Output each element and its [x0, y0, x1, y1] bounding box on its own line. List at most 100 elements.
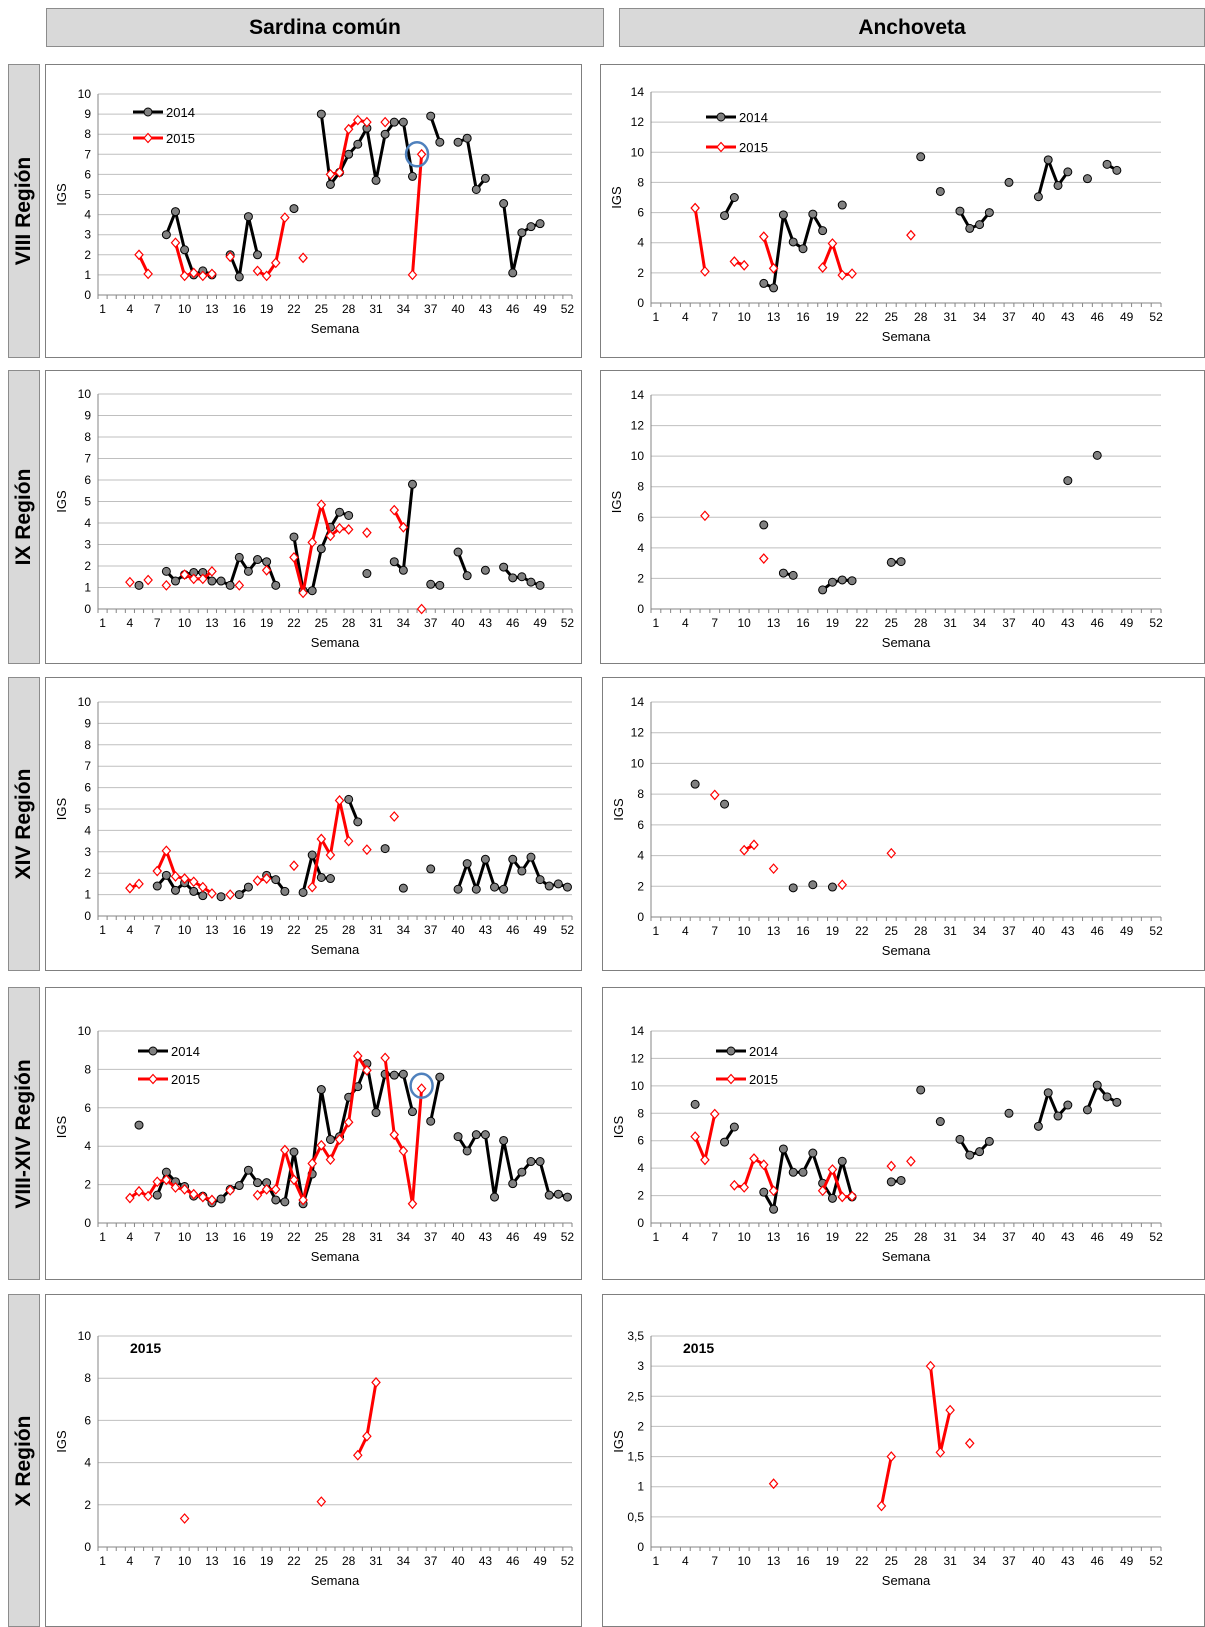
row-label-ix: IX Región: [8, 370, 40, 664]
x-tick-label: 4: [127, 923, 134, 937]
x-tick-label: 52: [561, 923, 575, 937]
x-tick-label: 43: [479, 302, 493, 316]
series-2014-point: [453, 1132, 463, 1142]
series-2015-point: [886, 1451, 897, 1462]
y-tick-label: 4: [84, 208, 91, 222]
series-2015-point: [188, 876, 199, 888]
series-2015-point: [289, 860, 299, 872]
series-2014-point: [788, 237, 798, 247]
y-tick-label: 0,5: [627, 1510, 644, 1524]
series-2015-point: [325, 849, 336, 861]
series-2015-point: [143, 268, 153, 280]
x-tick-label: 31: [369, 616, 383, 630]
series-2014-point: [480, 173, 490, 183]
y-tick-label: 1: [637, 1480, 644, 1494]
x-tick-label: 10: [737, 1230, 751, 1244]
y-axis-title: IGS: [54, 183, 69, 206]
y-tick-label: 12: [631, 726, 645, 740]
x-tick-label: 4: [682, 616, 689, 630]
series-2014-point: [535, 1157, 545, 1167]
series-2014-point: [886, 1177, 896, 1187]
series-2014-point: [462, 1146, 472, 1156]
series-2014-point: [453, 137, 463, 147]
legend-marker-2015: [143, 132, 153, 144]
x-tick-label: 10: [178, 923, 192, 937]
legend-marker-2014: [716, 112, 726, 122]
y-tick-label: 8: [637, 787, 644, 801]
series-2015-point: [362, 116, 372, 128]
x-tick-label: 25: [315, 923, 329, 937]
column-header-anchoveta: Anchoveta: [619, 8, 1205, 47]
series-2015-point: [143, 1190, 153, 1202]
series-2014-point: [335, 507, 345, 517]
x-tick-label: 1: [653, 1554, 660, 1568]
y-tick-label: 5: [84, 495, 91, 509]
series-2014-point: [886, 557, 896, 567]
series-2014-point: [243, 566, 253, 576]
series-2015-point: [352, 114, 363, 126]
column-header-sardina-label: Sardina común: [249, 15, 401, 39]
x-tick-label: 7: [154, 616, 161, 630]
y-tick-label: 8: [84, 127, 91, 141]
x-tick-label: 28: [342, 302, 356, 316]
x-tick-label: 16: [796, 1554, 810, 1568]
x-tick-label: 34: [973, 1554, 987, 1568]
x-tick-label: 22: [855, 310, 869, 324]
x-tick-label: 31: [943, 1554, 957, 1568]
legend-marker-2014: [143, 107, 153, 117]
series-2014-point: [535, 875, 545, 885]
series-2014-point: [243, 212, 253, 222]
x-tick-label: 40: [451, 616, 465, 630]
series-2015-point: [758, 1159, 769, 1171]
series-2015-point: [739, 1181, 749, 1193]
y-tick-label: 2: [84, 866, 91, 880]
series-2014-point: [462, 133, 472, 143]
series-2015-point: [270, 1183, 281, 1195]
x-tick-label: 31: [369, 923, 383, 937]
y-tick-label: 6: [84, 473, 91, 487]
x-tick-label: 19: [260, 1230, 274, 1244]
y-tick-label: 6: [84, 1413, 91, 1427]
series-2014-point: [517, 228, 527, 238]
series-2015-point: [207, 1194, 217, 1206]
x-tick-label: 43: [1061, 1554, 1075, 1568]
series-2014-point: [788, 1167, 798, 1177]
series-2015-point: [134, 1185, 144, 1197]
series-2014-point: [325, 874, 335, 884]
x-tick-label: 1: [653, 310, 660, 324]
x-tick-label: 10: [737, 924, 751, 938]
chart-svg: 0 0,5 1 1,5 2 2,5 3 3,5 1 4 7 10 13 16 19 22 25 28 31 34 37 4…: [611, 1329, 1163, 1588]
y-tick-label: 1: [84, 268, 91, 282]
x-tick-label: 46: [506, 923, 520, 937]
series-2014-point: [562, 882, 572, 892]
series-2014-point: [1053, 180, 1063, 190]
x-tick-label: 25: [885, 1230, 899, 1244]
x-tick-label: 10: [178, 1554, 192, 1568]
series-2014-point: [508, 573, 518, 583]
x-tick-label: 34: [397, 302, 411, 316]
x-tick-label: 46: [1091, 1554, 1105, 1568]
x-tick-label: 43: [1061, 616, 1075, 630]
x-tick-label: 7: [154, 1230, 161, 1244]
series-2014-point: [827, 1193, 837, 1203]
chart-annotation: 2015: [683, 1340, 714, 1356]
x-tick-label: 19: [260, 302, 274, 316]
series-2014-line: [821, 578, 853, 592]
series-2014-point: [170, 576, 180, 586]
series-2014-line: [457, 136, 487, 191]
series-2014-point: [234, 272, 244, 282]
series-2014-point: [778, 1144, 788, 1154]
series-2015-point: [261, 270, 272, 282]
x-tick-label: 13: [767, 1554, 781, 1568]
series-2014-point: [526, 577, 536, 587]
series-2014-point: [729, 193, 739, 202]
x-tick-label: 46: [1091, 616, 1105, 630]
series-2014-point: [788, 883, 798, 893]
row-label-xiv-text: XIV Región: [12, 768, 35, 880]
series-2015-point: [334, 1134, 345, 1145]
y-tick-label: 4: [84, 516, 91, 530]
series-2014-point: [562, 1192, 572, 1202]
x-tick-label: 16: [233, 302, 247, 316]
series-2014-point: [788, 570, 798, 580]
series-2015-point: [729, 256, 740, 267]
